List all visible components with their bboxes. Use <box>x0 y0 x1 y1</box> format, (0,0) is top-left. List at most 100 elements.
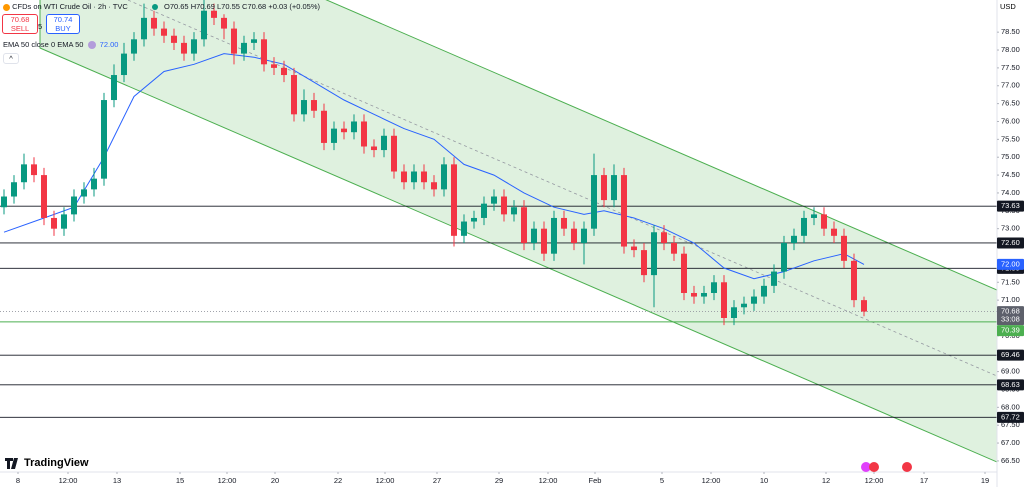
y-tick-label: 73.00 <box>1001 224 1020 233</box>
candle-body <box>311 100 317 111</box>
y-tick-label: 66.50 <box>1001 456 1020 465</box>
x-tick-label: 12:00 <box>376 476 395 485</box>
candle-body <box>431 182 437 190</box>
channel <box>39 0 997 463</box>
spread: 5 <box>38 22 43 31</box>
x-tick-label: 5 <box>660 476 664 485</box>
candle-body <box>411 171 417 183</box>
sell-button[interactable]: 70.68 SELL <box>2 14 38 34</box>
brand: TradingView <box>24 457 89 469</box>
ohlc-high: H70.69 <box>190 2 215 11</box>
price-tag-label: 70.68 <box>1001 307 1020 316</box>
candle-body <box>811 214 817 218</box>
y-tick-label: 67.50 <box>1001 420 1020 429</box>
sell-price: 70.68 <box>10 15 30 24</box>
ohlc-change: +0.03 (+0.05%) <box>268 2 321 11</box>
candle-body <box>151 17 157 29</box>
candle-body <box>421 171 427 183</box>
candle-body <box>671 242 677 254</box>
candle-body <box>541 228 547 254</box>
x-tick-label: 12:00 <box>865 476 884 485</box>
candle-body <box>791 235 797 243</box>
y-tick-label: 71.50 <box>1001 277 1020 286</box>
y-tick-label: 68.00 <box>1001 402 1020 411</box>
price-tag-label: 72.00 <box>1001 259 1020 268</box>
candle-body <box>141 17 147 40</box>
candle-body <box>761 285 767 297</box>
y-tick-label: 78.50 <box>1001 27 1020 36</box>
x-tick-label: 27 <box>433 476 441 485</box>
y-tick-label: 76.50 <box>1001 99 1020 108</box>
price-tag <box>997 200 1024 212</box>
candle-body <box>391 135 397 172</box>
candle-body <box>91 178 97 190</box>
candle-body <box>351 121 357 133</box>
x-tick-label: 29 <box>495 476 503 485</box>
x-tick-label: 22 <box>334 476 342 485</box>
buy-button[interactable]: 70.74 BUY <box>46 14 80 34</box>
candle-body <box>771 271 777 286</box>
candle-body <box>241 42 247 54</box>
candle-body <box>11 182 17 197</box>
candle-body <box>491 196 497 204</box>
candle-body <box>291 75 297 115</box>
candle-body <box>581 228 587 243</box>
candle-body <box>621 175 627 247</box>
collapse-button[interactable]: ^ <box>3 53 19 64</box>
candle-body <box>841 235 847 261</box>
price-tag-label: 70.39 <box>1001 326 1020 335</box>
y-tick-label: 74.50 <box>1001 170 1020 179</box>
candle-body <box>631 246 637 251</box>
candle-body <box>171 35 177 43</box>
candle-body <box>71 196 77 215</box>
candle-body <box>731 307 737 319</box>
candle-body <box>41 175 47 218</box>
candle-body <box>161 28 167 36</box>
candle-body <box>81 189 87 197</box>
candle-body <box>751 296 757 304</box>
price-tag-label: 68.63 <box>1001 380 1020 389</box>
candle-body <box>461 221 467 236</box>
event-icon <box>869 462 879 472</box>
x-tick-label: 13 <box>113 476 121 485</box>
candle-body <box>381 135 387 151</box>
ohlc-close: C70.68 <box>242 2 267 11</box>
x-tick-label: 12 <box>822 476 830 485</box>
y-tick-label: 74.00 <box>1001 188 1020 197</box>
x-tick-label: 12:00 <box>539 476 558 485</box>
candle-body <box>831 228 837 236</box>
ema-line <box>3 53 865 280</box>
candle-body <box>571 228 577 243</box>
candle-body <box>471 217 477 222</box>
ohlc-low: L70.55 <box>216 2 240 11</box>
price-tag <box>997 379 1024 391</box>
candle-body <box>861 300 867 312</box>
candle-body <box>21 164 27 183</box>
candle-body <box>711 282 717 293</box>
candle-body <box>191 39 197 54</box>
indicator-icon <box>87 41 96 50</box>
candle-body <box>641 250 647 276</box>
candle-body <box>851 260 857 301</box>
candle-body <box>61 214 67 229</box>
price-tag <box>997 349 1024 361</box>
candle-body <box>331 128 337 143</box>
price-tag-label: 67.72 <box>1001 412 1020 421</box>
x-tick-label: Feb <box>589 476 602 485</box>
x-tick-label: 8 <box>16 476 20 485</box>
buy-label: BUY <box>55 24 71 33</box>
candle-body <box>781 242 787 272</box>
candle-body <box>401 171 407 183</box>
candle-body <box>511 207 517 215</box>
y-tick-label: 75.00 <box>1001 152 1020 161</box>
price-tag <box>997 237 1024 249</box>
candle-body <box>131 39 137 54</box>
price-tag <box>997 411 1024 423</box>
y-tick-label: 75.50 <box>1001 134 1020 143</box>
candle-body <box>551 217 557 254</box>
candle-body <box>281 67 287 76</box>
candle-body <box>261 39 267 65</box>
event-icon <box>861 462 871 472</box>
